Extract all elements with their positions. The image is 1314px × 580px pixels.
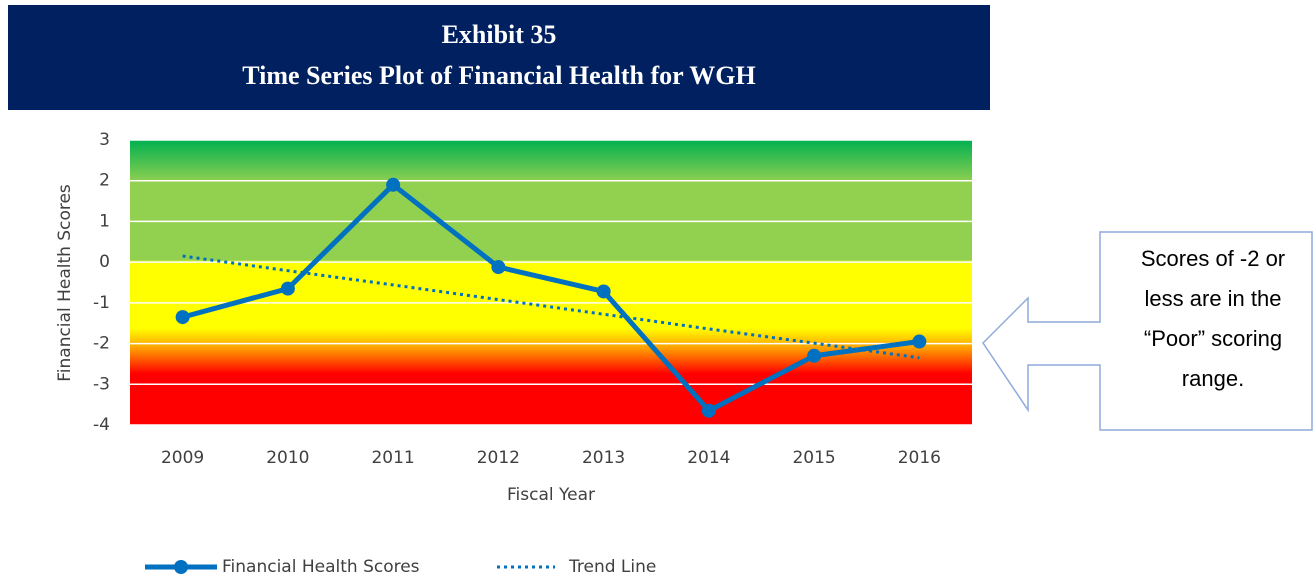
marker: [175, 310, 190, 325]
x-tick-label: 2009: [161, 448, 204, 468]
y-tick-label: -4: [93, 415, 110, 435]
marker: [701, 403, 716, 418]
y-tick-label: -2: [93, 334, 110, 354]
x-tick-label: 2010: [266, 448, 309, 468]
annotation: Scores of -2 or: [1141, 246, 1285, 271]
plot-background: [130, 140, 972, 425]
y-tick-label: 1: [99, 211, 110, 231]
x-tick-label: 2016: [898, 448, 941, 468]
chart-title: Exhibit 35: [442, 20, 557, 49]
legend-label: Trend Line: [568, 557, 656, 577]
legend-marker: [174, 560, 188, 574]
x-tick-label: 2015: [792, 448, 835, 468]
y-tick-label: 2: [99, 171, 110, 191]
chart-subtitle: Time Series Plot of Financial Health for…: [242, 61, 755, 90]
y-tick-label: -1: [93, 293, 110, 313]
annotation: “Poor” scoring: [1144, 326, 1282, 351]
series-line: [181, 182, 920, 414]
marker: [807, 348, 822, 363]
marker: [912, 334, 927, 349]
callout: [982, 231, 1313, 431]
marker: [491, 260, 506, 275]
marker: [386, 177, 401, 192]
annotation: less are in the: [1145, 286, 1282, 311]
annotation: range.: [1182, 366, 1244, 391]
y-tick-label: -3: [93, 374, 110, 394]
marker: [280, 281, 295, 296]
trend-line: [182, 254, 920, 360]
x-axis-label: Fiscal Year: [507, 485, 595, 505]
y-tick-label: 3: [99, 130, 110, 150]
y-tick-label: 0: [99, 252, 110, 272]
x-tick-label: 2012: [477, 448, 520, 468]
y-axis-label: Financial Health Scores: [55, 184, 75, 382]
x-tick-label: 2014: [687, 448, 730, 468]
marker: [596, 284, 611, 299]
x-tick-label: 2011: [371, 448, 414, 468]
legend-label: Financial Health Scores: [222, 557, 420, 577]
x-tick-label: 2013: [582, 448, 625, 468]
title-box: [8, 5, 990, 110]
